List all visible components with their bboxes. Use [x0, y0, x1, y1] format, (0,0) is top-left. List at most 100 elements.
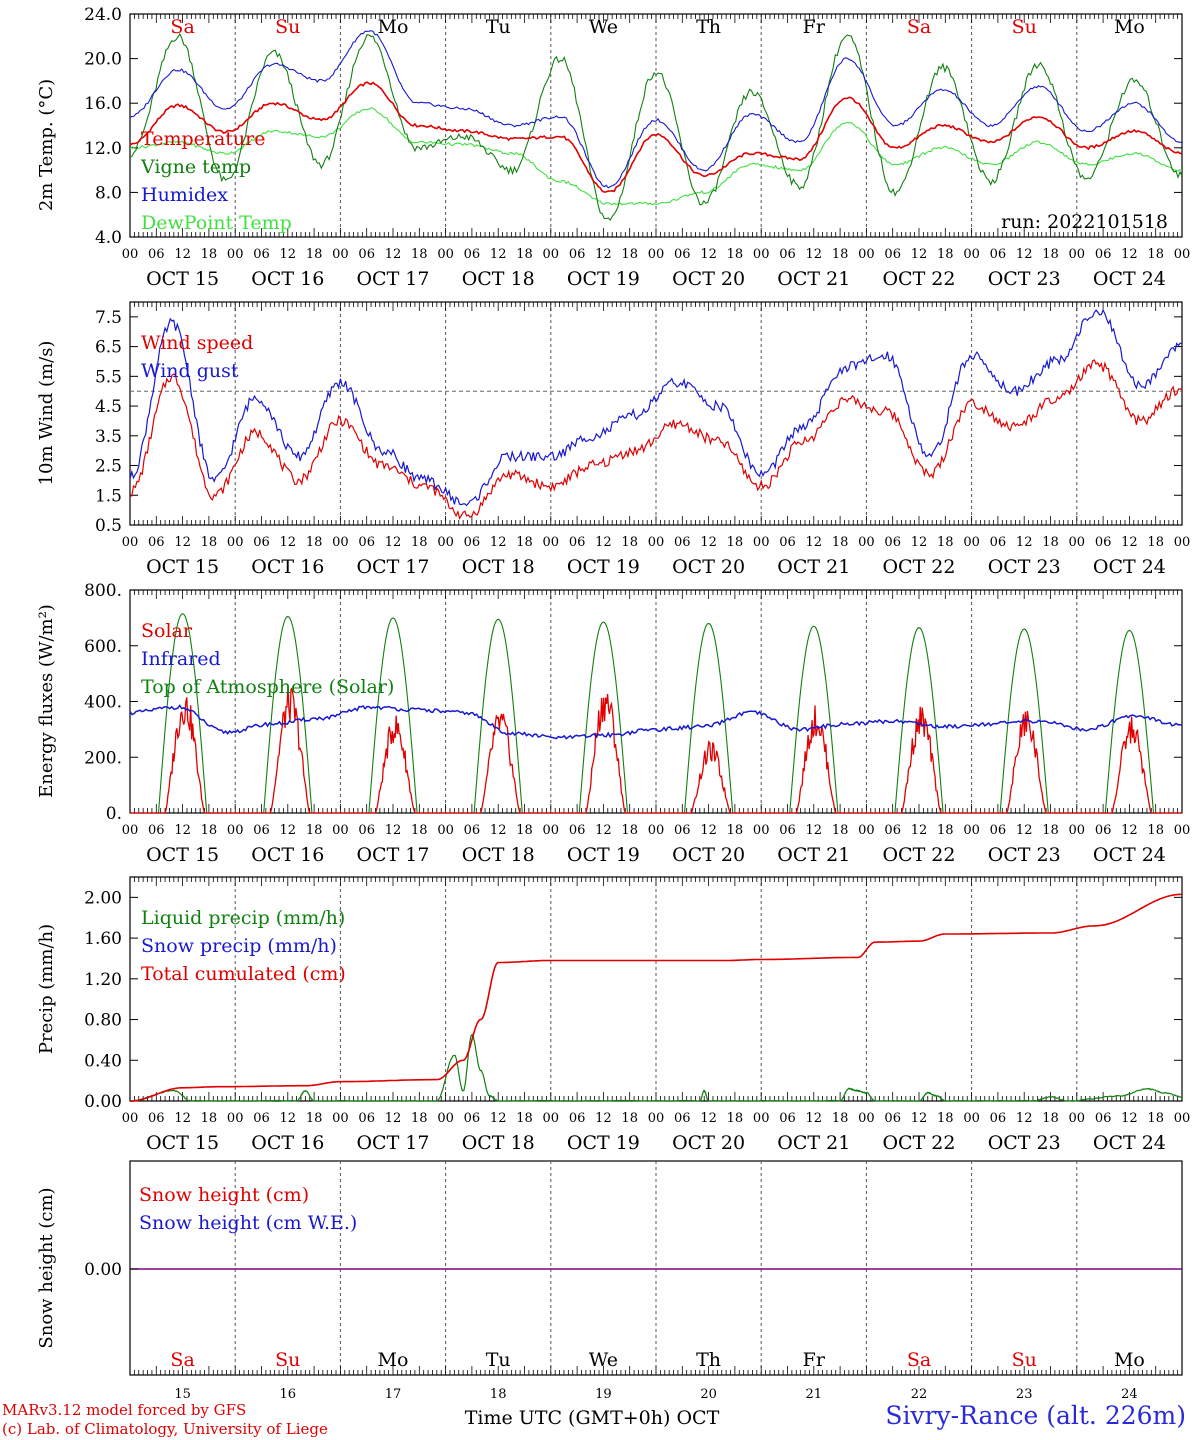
- temperature-hour-label: 12: [1121, 247, 1138, 262]
- temperature-date-label: OCT 19: [567, 268, 640, 290]
- temperature-hour-label: 18: [306, 247, 323, 262]
- temperature-hour-label: 12: [490, 247, 507, 262]
- wind-hour-label: 12: [700, 535, 717, 550]
- temperature-hour-label: 00: [648, 247, 665, 262]
- wind-date-label: OCT 22: [882, 556, 955, 578]
- precip-hour-label: 06: [569, 1111, 586, 1126]
- temperature-day-label: Sa: [907, 16, 931, 38]
- wind-series-wind-speed: [129, 359, 1183, 520]
- precip-hour-label: 12: [174, 1111, 191, 1126]
- temperature-hour-label: 06: [884, 247, 901, 262]
- wind-ytick-label: 1.5: [95, 486, 122, 506]
- temperature-date-label: OCT 15: [146, 268, 219, 290]
- snow-legend-item: Snow height (cm): [139, 1184, 309, 1206]
- snow-day-label: We: [589, 1349, 618, 1371]
- precip-hour-label: 12: [595, 1111, 612, 1126]
- precip-hour-label: 06: [674, 1111, 691, 1126]
- precip-ytick-label: 0.40: [84, 1051, 122, 1071]
- wind-ylabel: 10m Wind (m/s): [36, 341, 57, 486]
- snow-day-label: Sa: [170, 1349, 194, 1371]
- wind-ytick-label: 5.5: [95, 367, 122, 387]
- wind-hour-label: 12: [806, 535, 823, 550]
- temperature-date-label: OCT 22: [882, 268, 955, 290]
- snow-day-label: Tu: [486, 1349, 511, 1371]
- snow-day-number: 21: [806, 1387, 823, 1402]
- precip-hour-label: 12: [1121, 1111, 1138, 1126]
- wind-date-label: OCT 20: [672, 556, 745, 578]
- temperature-day-label: Su: [1012, 16, 1037, 38]
- temperature-hour-label: 06: [569, 247, 586, 262]
- energy-hour-label: 00: [648, 823, 665, 838]
- temperature-legend-item: Temperature: [141, 128, 265, 150]
- temperature-border: [129, 13, 1183, 238]
- energy-ytick-label: 0.: [106, 804, 122, 824]
- energy-hour-label: 06: [674, 823, 691, 838]
- energy-date-label: OCT 18: [462, 844, 535, 866]
- energy-hour-label: 12: [280, 823, 297, 838]
- temperature-hour-label: 00: [1069, 247, 1086, 262]
- wind-hour-label: 06: [884, 535, 901, 550]
- wind-hour-label: 06: [358, 535, 375, 550]
- energy-date-label: OCT 16: [251, 844, 324, 866]
- snow-day-label: Mo: [1114, 1349, 1145, 1371]
- energy-hour-label: 18: [621, 823, 638, 838]
- energy-legend-item: Top of Atmosphere (Solar): [141, 676, 394, 698]
- temperature-date-label: OCT 23: [988, 268, 1061, 290]
- precip-date-label: OCT 21: [777, 1132, 850, 1154]
- temperature-hour-label: 18: [1147, 247, 1164, 262]
- precip-ytick-label: 1.20: [84, 970, 122, 990]
- temperature-day-label: Tu: [486, 16, 511, 38]
- energy-hour-label: 06: [990, 823, 1007, 838]
- wind-ytick-label: 0.5: [95, 516, 122, 536]
- wind-hour-label: 12: [1016, 535, 1033, 550]
- energy-hour-label: 00: [753, 823, 770, 838]
- energy-hour-label: 06: [148, 823, 165, 838]
- temperature-hour-label: 00: [543, 247, 560, 262]
- wind-hour-label: 00: [227, 535, 244, 550]
- energy-series-infrared: [129, 704, 1183, 740]
- precip-frame: [129, 876, 1183, 1102]
- temperature-hour-label: 06: [358, 247, 375, 262]
- energy-hour-label: 00: [1069, 823, 1086, 838]
- precip-ytick-label: 0.80: [84, 1011, 122, 1031]
- wind-hour-label: 00: [122, 535, 139, 550]
- temperature-series-humidex: [129, 30, 1183, 189]
- energy-ytick-label: 800.: [84, 581, 122, 601]
- snow-day-number: 22: [911, 1387, 928, 1402]
- temperature-date-label: OCT 17: [356, 268, 429, 290]
- wind-date-label: OCT 19: [567, 556, 640, 578]
- temperature-date-label: OCT 21: [777, 268, 850, 290]
- wind-hour-label: 00: [648, 535, 665, 550]
- precip-hour-label: 00: [1069, 1111, 1086, 1126]
- temperature-hour-label: 06: [148, 247, 165, 262]
- wind-ytick-label: 6.5: [95, 338, 122, 358]
- snow-day-label: Su: [1012, 1349, 1037, 1371]
- precip-hour-label: 18: [411, 1111, 428, 1126]
- energy-hour-label: 00: [858, 823, 875, 838]
- temperature-hour-label: 12: [911, 247, 928, 262]
- energy-series-solar: [130, 686, 1182, 814]
- temperature-series-temperature: [129, 81, 1183, 193]
- wind-hour-label: 18: [621, 535, 638, 550]
- temperature-day-label: Su: [275, 16, 300, 38]
- temperature-hour-label: 00: [963, 247, 980, 262]
- precip-hour-label: 00: [1174, 1111, 1191, 1126]
- precip-hour-label: 12: [490, 1111, 507, 1126]
- precip-hour-label: 06: [1095, 1111, 1112, 1126]
- temperature-ytick-label: 8.0: [95, 183, 122, 203]
- energy-hour-label: 00: [963, 823, 980, 838]
- precip-legend-item: Snow precip (mm/h): [141, 935, 337, 957]
- temperature-hour-label: 18: [621, 247, 638, 262]
- precip-hour-label: 06: [148, 1111, 165, 1126]
- wind-hour-label: 12: [1121, 535, 1138, 550]
- precip-hour-label: 18: [937, 1111, 954, 1126]
- snow-day-number: 18: [490, 1387, 507, 1402]
- energy-hour-label: 06: [569, 823, 586, 838]
- precip-hour-label: 06: [779, 1111, 796, 1126]
- temperature-day-label: Sa: [170, 16, 194, 38]
- precip-ytick-label: 2.00: [84, 888, 122, 908]
- energy-date-label: OCT 23: [988, 844, 1061, 866]
- wind-hour-label: 00: [963, 535, 980, 550]
- temperature-hour-label: 12: [806, 247, 823, 262]
